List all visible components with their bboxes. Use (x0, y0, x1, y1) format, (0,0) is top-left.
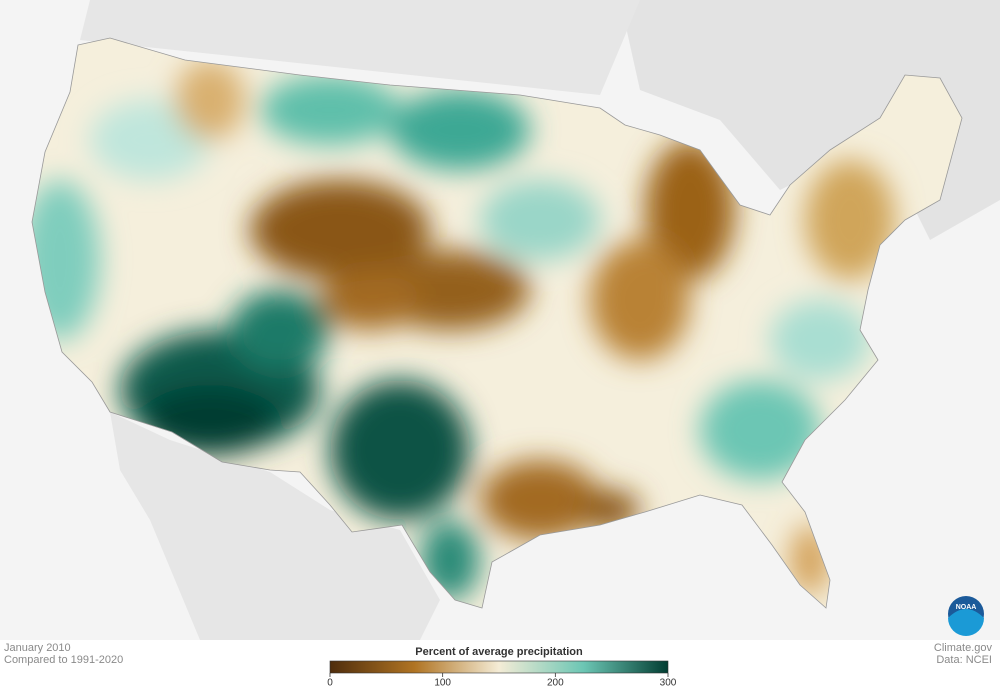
tick-label: 300 (660, 678, 677, 689)
baseline: Compared to 1991-2020 (4, 654, 123, 666)
mexico (110, 412, 440, 640)
logo-text: NOAA (956, 604, 977, 611)
colorbar-ticks: 0 100 200 300 (327, 673, 677, 689)
site: Climate.gov (934, 642, 993, 654)
tick-label: 200 (547, 678, 564, 689)
tick-label: 100 (434, 678, 451, 689)
date: January 2010 (4, 642, 71, 654)
source: Data: NCEI (936, 654, 992, 666)
us-outline (31, 37, 963, 609)
canada-west (80, 0, 640, 95)
legend-title: Percent of average precipitation (415, 646, 583, 658)
colorbar (329, 660, 669, 674)
logo-wave (948, 609, 984, 636)
tick-label: 0 (327, 678, 333, 689)
